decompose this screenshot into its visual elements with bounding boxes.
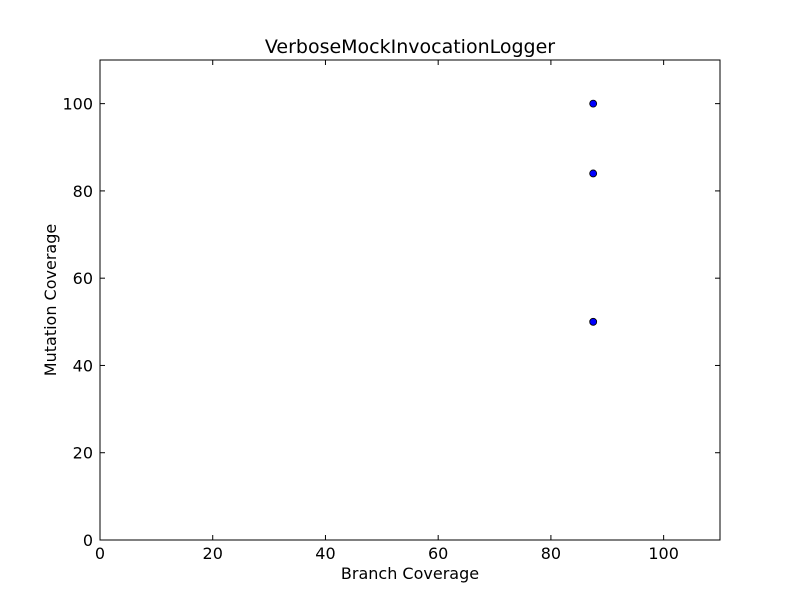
y-tick-label: 80 [73, 182, 93, 201]
x-tick-label: 60 [428, 544, 448, 563]
x-tick-label: 0 [95, 544, 105, 563]
y-tick-label: 40 [73, 356, 93, 375]
x-tick-label: 80 [541, 544, 561, 563]
scatter-point [589, 169, 598, 178]
chart-title: VerboseMockInvocationLogger [265, 36, 555, 58]
x-tick-label: 100 [648, 544, 679, 563]
points-layer [589, 99, 598, 326]
scatter-point [589, 317, 598, 326]
ticks-layer: 0 20 40 60 80 100 0 20 40 60 80 100 [62, 60, 720, 563]
x-tick-label: 20 [203, 544, 223, 563]
x-tick-label: 40 [315, 544, 335, 563]
y-tick-label: 20 [73, 444, 93, 463]
scatter-point [589, 99, 598, 108]
plot-area-frame [99, 59, 721, 541]
y-tick-label: 60 [73, 269, 93, 288]
y-tick-label: 0 [83, 531, 93, 550]
y-tick-label: 100 [62, 95, 93, 114]
x-axis-label: Branch Coverage [341, 564, 479, 583]
y-axis-label: Mutation Coverage [41, 224, 60, 376]
